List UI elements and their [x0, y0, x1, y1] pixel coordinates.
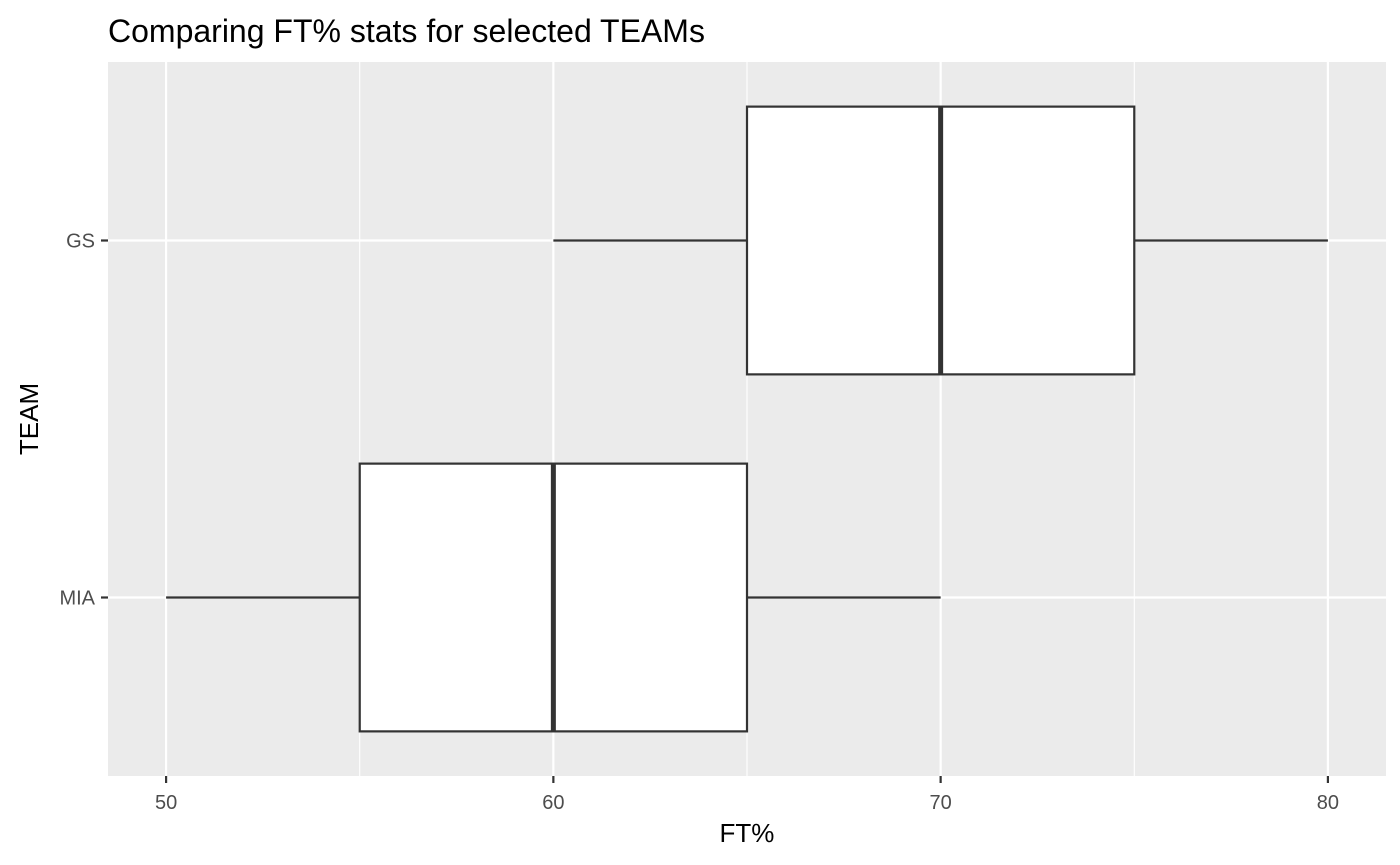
box-gs: [553, 105, 1328, 376]
x-tick-label: 60: [542, 792, 564, 814]
x-tick-label: 80: [1317, 792, 1339, 814]
box-series: [166, 105, 1328, 733]
x-tick-label: 70: [930, 792, 952, 814]
y-tick-label: GS: [66, 231, 95, 253]
x-axis-title: FT%: [720, 818, 775, 848]
chart-title: Comparing FT% stats for selected TEAMs: [108, 13, 705, 49]
x-axis: 50 60 70 80: [155, 776, 1339, 814]
box-mia: [166, 462, 941, 733]
x-tick-label: 50: [155, 792, 177, 814]
y-tick-label: MIA: [59, 588, 95, 610]
y-axis: GS MIA: [59, 231, 108, 610]
y-axis-title: TEAM: [14, 383, 44, 455]
